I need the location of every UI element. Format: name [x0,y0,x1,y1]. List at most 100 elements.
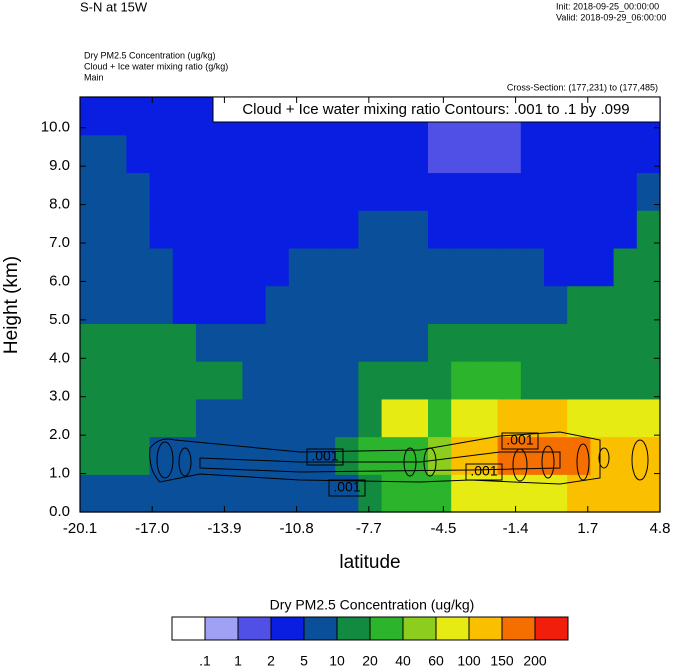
field-cell [149,210,174,249]
field-cell [636,474,661,513]
colorbar-box [336,616,371,641]
field-cell [404,247,429,287]
field-cell [567,436,591,475]
field-cell [312,323,336,362]
field-cell [242,398,267,438]
field-cell [613,285,638,324]
field-cell [265,134,290,174]
field-cell [520,210,545,249]
x-tick-label: -13.9 [207,520,241,537]
field-cell [312,172,336,211]
field-cell [474,247,499,287]
field-cell [335,210,359,249]
field-cell [544,361,568,400]
field-cell [103,398,127,438]
y-tick-label: 0.0 [49,503,70,520]
field-cell [196,361,220,400]
field-cell [335,361,359,400]
field-cell [242,285,267,324]
field-cell [520,474,545,513]
field-cell [520,361,545,400]
field-cell [590,323,615,362]
field-cell [567,361,591,400]
field-cell [335,398,359,438]
field-cell [497,285,522,324]
colorbar-label: 40 [395,653,411,668]
field-cell [126,398,151,438]
field-cell [126,285,151,324]
field-cell [544,436,568,475]
colorbar-label: 2 [267,653,275,668]
field-cell [149,323,174,362]
field-cell [358,361,383,400]
field-cell [196,172,220,211]
field-cell [428,323,452,362]
field-cell [288,134,313,174]
colorbar-box [303,616,338,641]
field-cell [358,172,383,211]
field-cell [544,172,568,211]
field-cell [544,247,568,287]
field-cell [335,134,359,174]
field-cell [544,285,568,324]
field-cell [265,172,290,211]
field-cell [567,247,591,287]
contour-line [631,439,649,481]
x-axis-label: latitude [339,552,400,573]
field-cell [613,474,638,513]
x-tick-label: -10.8 [280,520,314,537]
field-cell [636,172,661,211]
field-cell [428,436,452,475]
field-cell [80,134,104,174]
field-cell [172,361,197,400]
field-cell [149,247,174,287]
colorbar-box [468,616,503,641]
field-cell [149,436,174,475]
colorbar-box [237,616,272,641]
field-cell [312,285,336,324]
field-cell [172,436,197,475]
field-line: Cloud + Ice water mixing ratio (g/kg) [84,61,228,71]
field-cell [80,323,104,362]
field-cell [590,398,615,438]
field-cell [381,210,406,249]
field-cell [451,247,475,287]
field-cell [172,323,197,362]
field-cell [242,172,267,211]
field-cell [149,285,174,324]
field-cell [613,361,638,400]
field-cell [497,361,522,400]
contour-line [178,447,192,477]
field-cell [219,134,243,174]
contour-info: Cloud + Ice water mixing ratio Contours:… [242,101,629,118]
field-cell [520,134,545,174]
field-cell [288,210,313,249]
contour-line [576,443,590,481]
field-cell [590,134,615,174]
field-cell [497,134,522,174]
field-cell [497,172,522,211]
field-cell [567,398,591,438]
field-cell [312,210,336,249]
field-cell [288,361,313,400]
field-cell [613,210,638,249]
field-cell [381,436,406,475]
field-cell [451,323,475,362]
chart-title: S-N at 15W [80,0,148,14]
contour-line [149,431,601,485]
field-cell [613,247,638,287]
x-tick-label: -1.4 [503,520,529,537]
field-cell [613,323,638,362]
field-cell [172,210,197,249]
field-cell [288,172,313,211]
colorbar-label: 150 [490,653,514,668]
field-cell [335,474,359,513]
field-cell [590,210,615,249]
field-cell [497,398,522,438]
field-cell [636,323,661,362]
field-cell [381,285,406,324]
field-cell [636,436,661,475]
field-cell [265,323,290,362]
field-cell [636,210,661,249]
field-cell [103,285,127,324]
